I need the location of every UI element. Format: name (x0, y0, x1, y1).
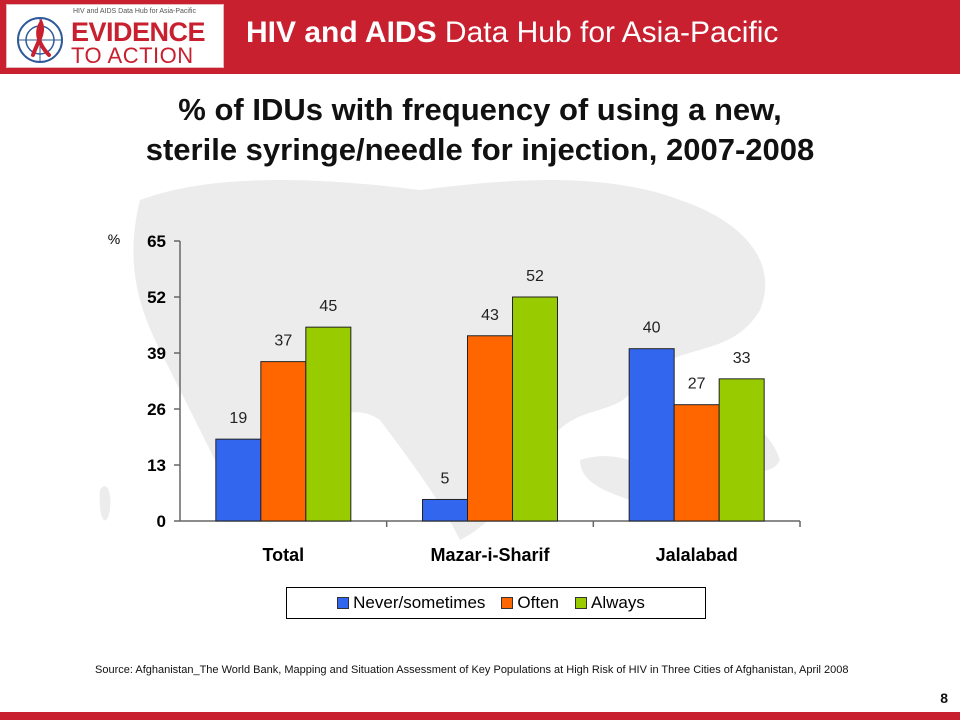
legend-swatch-never-sometimes (337, 597, 350, 609)
un-emblem-icon (17, 17, 63, 63)
legend-label-always: Always (591, 593, 645, 612)
legend-item-always: Always (575, 593, 645, 613)
data-label-jalalabad-never-sometimes: 40 (643, 320, 661, 337)
bar-mazar-i-sharif-always (512, 296, 558, 522)
legend-item-often: Often (501, 593, 559, 613)
y-axis-label: % (108, 231, 120, 247)
data-label-mazar-i-sharif-never-sometimes: 5 (441, 470, 450, 487)
bar-jalalabad-never-sometimes (628, 348, 675, 522)
bar-total-always (305, 326, 352, 522)
bar-jalalabad-often (673, 404, 720, 522)
chart-title-line2: sterile syringe/needle for injection, 20… (145, 132, 815, 167)
data-label-total-often: 37 (274, 333, 292, 350)
bar-mazar-i-sharif-often (467, 335, 513, 522)
logo-evidence-text: EVIDENCE (71, 17, 206, 47)
bar-mazar-i-sharif-never-sometimes (422, 498, 468, 522)
bar-jalalabad-always (718, 378, 765, 522)
x-tick-label-total: Total (262, 545, 304, 565)
y-tick-label-26: 26 (147, 400, 166, 419)
y-tick-label-13: 13 (147, 456, 166, 475)
chart-legend: Never/sometimes Often Always (286, 587, 706, 619)
chart-title: % of IDUs with frequency of using a new,… (20, 90, 940, 170)
header-bar: HIV and AIDS Data Hub for Asia-Pacific E… (0, 0, 960, 74)
x-tick-label-mazar-i-sharif: Mazar-i-Sharif (430, 545, 550, 565)
legend-swatch-always (575, 597, 587, 609)
bar-total-never-sometimes (215, 438, 262, 522)
legend-label-never-sometimes: Never/sometimes (353, 593, 486, 612)
y-tick-label-52: 52 (147, 288, 166, 307)
data-label-mazar-i-sharif-often: 43 (481, 307, 499, 324)
y-tick-label-0: 0 (157, 512, 166, 531)
footer-bar (0, 712, 960, 720)
header-title: HIV and AIDS Data Hub for Asia-Pacific (246, 16, 778, 50)
chart-title-line1: % of IDUs with frequency of using a new, (178, 92, 782, 127)
data-label-mazar-i-sharif-always: 52 (526, 268, 544, 285)
data-label-total-never-sometimes: 19 (229, 410, 247, 427)
data-label-jalalabad-always: 33 (733, 350, 751, 367)
x-tick-label-jalalabad: Jalalabad (656, 545, 738, 565)
logo-tagline: HIV and AIDS Data Hub for Asia-Pacific (73, 8, 196, 15)
legend-item-never-sometimes: Never/sometimes (337, 593, 485, 613)
evidence-to-action-logo: HIV and AIDS Data Hub for Asia-Pacific E… (6, 4, 224, 68)
source-note: Source: Afghanistan_The World Bank, Mapp… (95, 664, 849, 676)
legend-label-often: Often (517, 593, 559, 612)
y-tick-label-39: 39 (147, 344, 166, 363)
data-label-total-always: 45 (319, 298, 337, 315)
header-title-rest: Data Hub for Asia-Pacific (436, 16, 779, 49)
legend-swatch-often (501, 597, 514, 609)
y-tick-label-65: 65 (147, 232, 166, 251)
header-title-bold: HIV and AIDS (246, 16, 437, 49)
logo-to-action-text: TO ACTION (71, 43, 194, 68)
data-label-jalalabad-often: 27 (688, 376, 706, 393)
bar-total-often (260, 361, 307, 522)
page-number: 8 (940, 690, 948, 706)
